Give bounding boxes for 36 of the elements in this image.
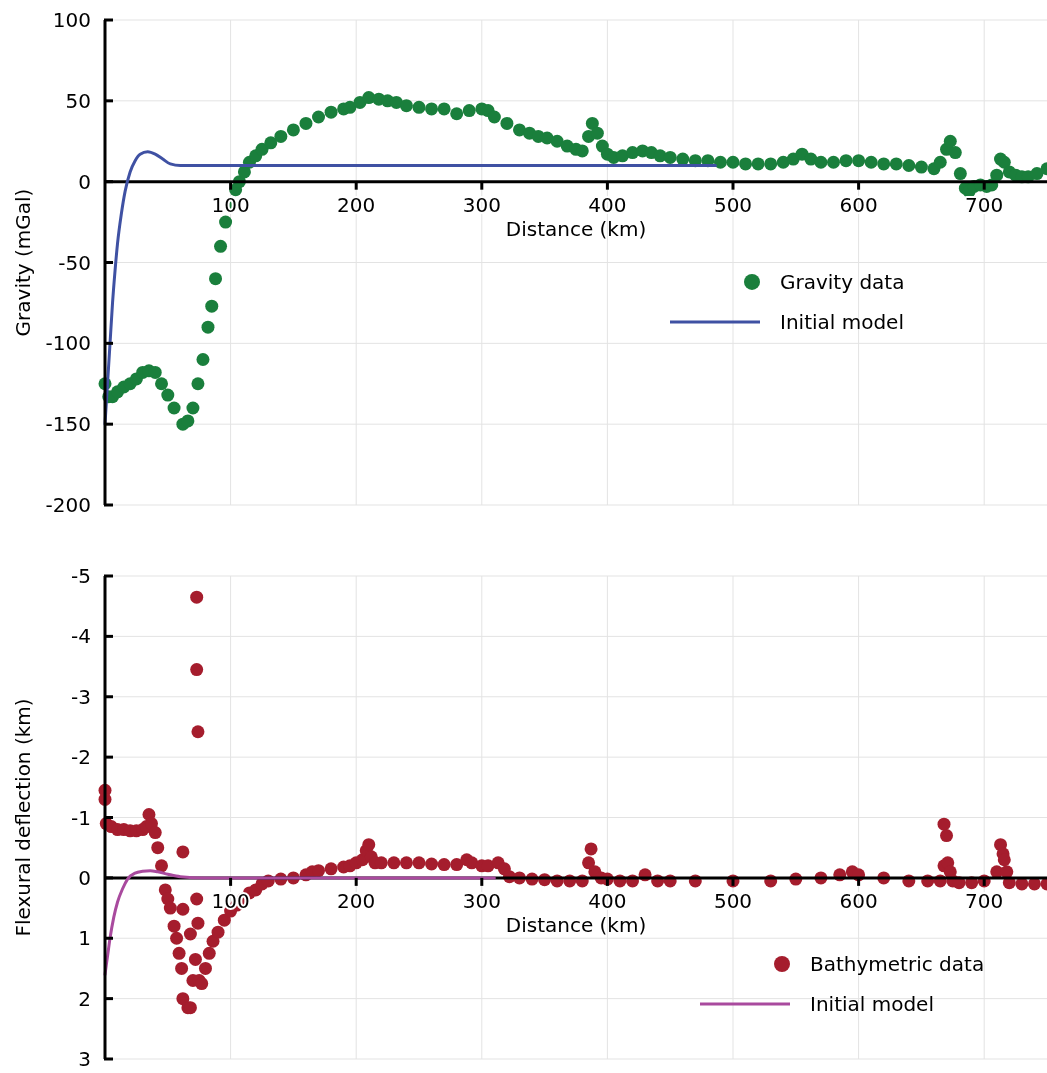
y-tick-label: -150 <box>45 412 91 437</box>
y-tick-label: 0 <box>78 169 91 194</box>
x-axis-title: Distance (km) <box>505 912 647 937</box>
x-tick-label: 700 <box>965 888 1004 913</box>
legend-label: Initial model <box>780 309 904 334</box>
x-tick-label: 400 <box>588 888 627 913</box>
x-tick-label: 400 <box>588 192 627 217</box>
y-tick-label: 2 <box>78 986 91 1011</box>
x-tick-label: 500 <box>713 192 753 217</box>
x-tick-label: 300 <box>462 192 501 217</box>
y-tick-label: -50 <box>58 250 91 275</box>
y-tick-label: 100 <box>52 8 91 32</box>
y-tick-label: 1 <box>78 926 91 951</box>
legend-label: Initial model <box>810 992 934 1016</box>
legend-label: Bathymetric data <box>810 952 985 976</box>
x-tick-label: 200 <box>337 888 376 913</box>
legend-label: Gravity data <box>780 269 905 294</box>
y-tick-label: -100 <box>45 331 91 356</box>
x-tick-label: 600 <box>839 888 878 913</box>
y-tick-label: -3 <box>71 684 91 709</box>
y-tick-label: 3 <box>78 1047 91 1071</box>
y-tick-label: 50 <box>65 88 91 113</box>
y-tick-label: -5 <box>71 564 91 588</box>
x-tick-label: 200 <box>337 192 376 217</box>
y-axis-title: Flexural deflection (km) <box>11 698 35 937</box>
y-tick-label: -4 <box>71 624 91 649</box>
y-tick-label: -1 <box>71 805 91 830</box>
x-tick-label: 500 <box>713 888 753 913</box>
x-axis-title: Distance (km) <box>505 216 647 241</box>
x-tick-label: 700 <box>965 192 1004 217</box>
y-tick-label: -2 <box>71 745 91 770</box>
x-tick-label: 600 <box>839 192 878 217</box>
x-tick-label: 300 <box>462 888 501 913</box>
y-axis-title: Gravity (mGal) <box>11 188 35 337</box>
y-tick-label: -200 <box>45 493 91 517</box>
y-tick-label: 0 <box>78 865 91 890</box>
